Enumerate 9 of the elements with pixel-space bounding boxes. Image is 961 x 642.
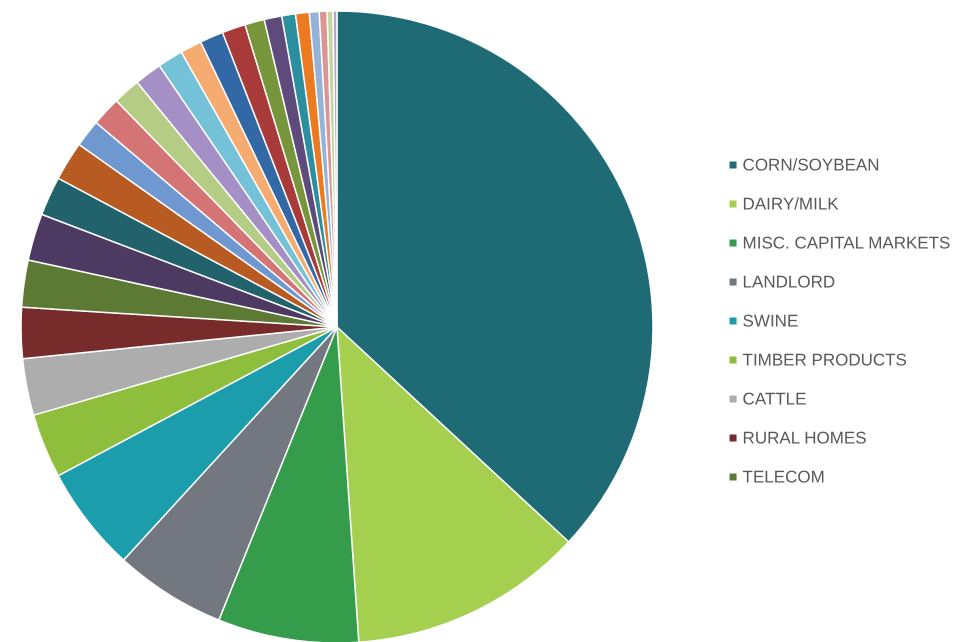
- legend-label: TELECOM: [742, 468, 825, 486]
- legend-label: MISC. CAPITAL MARKETS: [742, 234, 950, 252]
- legend-label: LANDLORD: [742, 272, 836, 292]
- legend-label: RURAL HOMES: [742, 428, 867, 448]
- legend-label: TIMBER PRODUCTS: [742, 350, 907, 370]
- legend-label: DAIRY/MILK: [742, 194, 840, 214]
- legend-label: CORN/SOYBEAN: [742, 156, 880, 174]
- legend-label: SWINE: [742, 312, 798, 330]
- legend-label: CATTLE: [742, 390, 806, 408]
